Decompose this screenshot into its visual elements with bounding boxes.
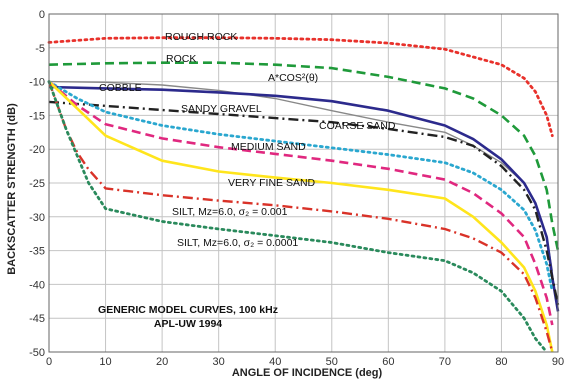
- note-line-1: GENERIC MODEL CURVES, 100 kHz: [98, 304, 278, 316]
- series-label-1: ROCK: [166, 53, 196, 65]
- y-tick-label: -5: [35, 43, 45, 55]
- x-tick-label: 10: [99, 356, 111, 368]
- series-line-5: [47, 80, 554, 293]
- x-tick-label: 0: [46, 356, 52, 368]
- series-label-6: MEDIUM SAND: [231, 141, 306, 153]
- x-tick-label: 50: [326, 356, 338, 368]
- x-tick-label: 80: [495, 356, 507, 368]
- series-line-6: [48, 80, 554, 326]
- series-label-5: COARSE SAND: [319, 120, 396, 132]
- series-line-0: [47, 36, 554, 138]
- series-line-7: [48, 80, 554, 353]
- y-tick-label: -45: [29, 313, 45, 325]
- y-tick-label: -10: [29, 77, 45, 89]
- series-line-1: [48, 61, 560, 251]
- tick-labels: 0 10 20 30 40 50 60 70 80 90 0 -5 -10 -15 -20 -25 -30 -35…: [29, 9, 564, 368]
- series-line-8: [47, 81, 554, 353]
- y-axis-label: BACKSCATTER STRENGTH (dB): [6, 103, 18, 275]
- x-tick-label: 40: [269, 356, 281, 368]
- y-tick-label: 0: [39, 9, 45, 21]
- y-tick-label: -15: [29, 110, 45, 122]
- series-label-7: VERY FINE SAND: [228, 177, 316, 189]
- y-tick-label: -50: [29, 347, 45, 359]
- x-tick-label: 70: [439, 356, 451, 368]
- series-label-3: COBBLE: [99, 82, 142, 94]
- plot-frame: [48, 13, 559, 353]
- series-annotations: ROUGH ROCK ROCK A*COS²(θ) COBBLE SANDY GRAVE…: [99, 31, 396, 249]
- series-line-9: [47, 80, 549, 354]
- x-tick-label: 20: [156, 356, 168, 368]
- x-tick-label: 60: [382, 356, 394, 368]
- series-lines: [47, 36, 560, 354]
- x-tick-label: 90: [552, 356, 564, 368]
- series-label-0: ROUGH ROCK: [165, 31, 237, 43]
- series-label-8: SILT, Mz=6.0, σ₂ = 0.001: [172, 206, 288, 218]
- x-axis-label: ANGLE OF INCIDENCE (deg): [232, 367, 383, 379]
- y-tick-label: -20: [29, 144, 45, 156]
- note-line-2: APL-UW 1994: [154, 318, 222, 330]
- y-tick-label: -25: [29, 178, 45, 190]
- y-tick-label: -40: [29, 279, 45, 291]
- y-tick-label: -35: [29, 246, 45, 258]
- series-line-3: [48, 85, 560, 312]
- x-tick-label: 30: [213, 356, 225, 368]
- series-label-9: SILT, Mz=6.0, σ₂ = 0.0001: [177, 237, 298, 249]
- y-tick-label: -30: [29, 212, 45, 224]
- series-label-2: A*COS²(θ): [268, 72, 318, 84]
- series-label-4: SANDY GRAVEL: [181, 103, 262, 115]
- series-line-4: [48, 100, 560, 305]
